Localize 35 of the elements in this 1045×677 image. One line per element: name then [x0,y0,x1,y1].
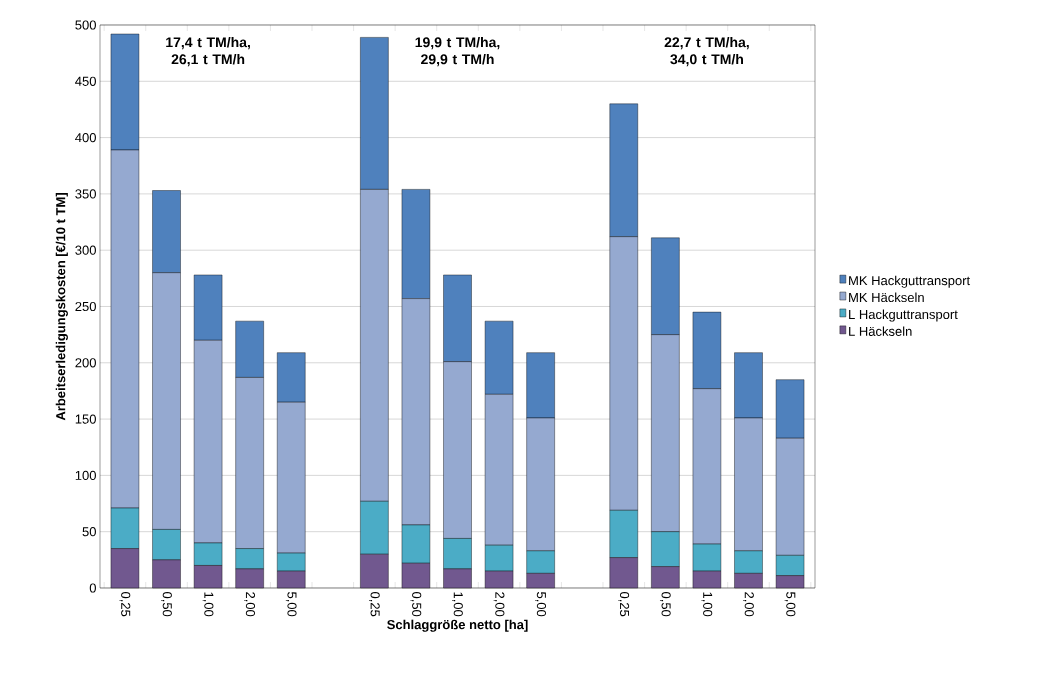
y-tick-label: 300 [75,245,96,255]
y-tick-label: 500 [75,20,96,30]
x-tick-label: 0,25 [618,592,630,617]
annotation: 19,9 t TM/ha, 29,9 t TM/h [415,36,500,67]
y-tick-label: 450 [75,76,96,86]
x-tick-label: 0,50 [659,592,671,617]
annotation: 22,7 t TM/ha, 34,0 t TM/h [664,36,749,67]
legend-label: L Häckseln [849,326,912,336]
y-tick-label: 50 [82,527,96,537]
legend-label: L Hackguttransport [849,309,958,322]
y-tick-label: 100 [75,470,96,480]
x-tick-label: 0,50 [410,592,422,617]
y-tick-label: 0 [89,583,96,593]
x-tick-label: 0,50 [161,592,172,617]
x-tick-label: 0,25 [119,592,131,617]
legend-label: MK Hackguttransport [849,275,971,288]
x-tick-label: 2,00 [493,592,505,617]
y-tick-label: 200 [75,358,96,368]
x-tick-label: 1,00 [452,592,463,617]
x-tick-label: 5,00 [784,592,796,617]
x-axis-title: Schlaggröße netto [ha] [387,619,528,632]
y-tick-label: 350 [75,189,96,199]
y-tick-label: 150 [75,414,96,424]
x-tick-label: 5,00 [285,592,297,617]
legend-label: MK Häckseln [849,292,924,303]
x-tick-label: 2,00 [743,592,754,617]
x-tick-label: 1,00 [701,592,713,617]
x-tick-label: 0,25 [369,592,380,617]
annotation: 17,4 t TM/ha, 26,1 t TM/h [166,36,250,67]
y-axis-title: Arbeitserledigungskosten [€/10 t TM] [55,193,68,421]
y-tick-label: 400 [75,132,96,143]
y-tick-label: 250 [75,301,96,312]
x-tick-label: 5,00 [535,592,547,617]
x-tick-label: 2,00 [244,592,256,617]
x-tick-label: 1,00 [202,592,214,617]
